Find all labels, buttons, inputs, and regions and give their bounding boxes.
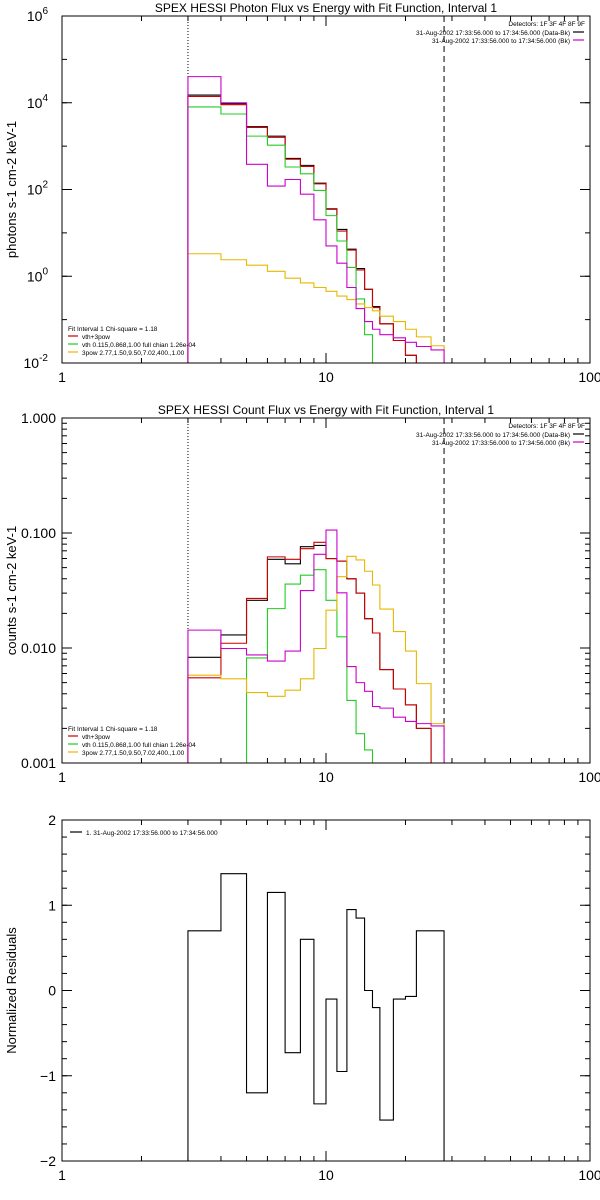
fit-legend-entry: vth+3pow <box>82 734 110 741</box>
legend-entry: 1. 31-Aug-2002 17:33:56.000 to 17:34:56.… <box>86 830 218 837</box>
y-tick-label: −2 <box>40 1153 56 1169</box>
x-tick-label: 10 <box>318 369 334 385</box>
y-tick-label: 10-2 <box>24 353 49 371</box>
series-vth <box>187 106 445 363</box>
x-tick-label: 10 <box>318 769 334 785</box>
series-fit <box>187 541 445 763</box>
x-tick-label: 100 <box>578 369 600 385</box>
x-tick-label: 1 <box>58 369 66 385</box>
fit-legend-entry: 3pow 2.77,1.50,9.50,7.02,400.,1.00 <box>82 750 185 757</box>
y-tick-label: 104 <box>27 93 49 111</box>
x-tick-label: 100 <box>578 1167 600 1183</box>
series-3pow <box>187 253 445 363</box>
y-tick-label: 106 <box>27 6 49 24</box>
y-tick-label: 0.001 <box>21 755 56 771</box>
y-tick-label: −1 <box>40 1068 56 1084</box>
legend-entry: 31-Aug-2002 17:33:56.000 to 17:34:56.000… <box>416 432 570 439</box>
y-tick-label: 0.100 <box>21 525 56 541</box>
y-axis-label: Normalized Residuals <box>4 927 19 1054</box>
y-tick-exponent: 4 <box>42 93 48 104</box>
y-tick-base: 10 <box>27 268 43 284</box>
plot-frame <box>61 819 591 1162</box>
y-tick-label: 1.000 <box>21 410 56 426</box>
series-1-31-aug-2002-17-33-56-000-to-17-34-56-000 <box>187 873 445 1161</box>
y-tick-label: 2 <box>48 812 56 828</box>
y-tick-label: 100 <box>27 266 49 284</box>
chart-title: SPEX HESSI Photon Flux vs Energy with Fi… <box>155 1 497 15</box>
chart-title: SPEX HESSI Count Flux vs Energy with Fit… <box>158 403 494 417</box>
plot-1: SPEX HESSI Photon Flux vs Energy with Fi… <box>4 1 600 385</box>
series-vth <box>187 569 445 763</box>
legend-header: Detectors: 1F 3F 4F 8F 9F <box>508 21 585 28</box>
legend-entry: 31-Aug-2002 17:33:56.000 to 17:34:56.000… <box>416 30 570 37</box>
series-3pow <box>187 555 445 763</box>
fit-legend-header: Fit Interval 1 Chi-square = 1.18 <box>68 326 158 333</box>
y-tick-exponent: 0 <box>42 266 48 277</box>
fit-legend-entry: vth+3pow <box>82 334 110 341</box>
y-tick-base: 10 <box>24 355 40 371</box>
series-bk <box>187 529 445 763</box>
y-tick-exponent: 2 <box>42 180 48 191</box>
y-axis-label: photons s-1 cm-2 keV-1 <box>4 121 19 258</box>
series-data <box>187 544 445 763</box>
y-axis-label: counts s-1 cm-2 keV-1 <box>4 526 19 655</box>
plot-frame <box>61 15 591 364</box>
legend-entry: 31-Aug-2002 17:33:56.000 to 17:34:56.000… <box>432 440 570 447</box>
y-tick-exponent: 6 <box>42 6 48 17</box>
fit-legend-header: Fit Interval 1 Chi-square = 1.18 <box>68 726 158 733</box>
fit-legend-entry: vth 0.115,0.868,1.00 full chian 1.26e-04 <box>82 742 196 749</box>
y-tick-base: 10 <box>27 8 43 24</box>
y-tick-label: 102 <box>27 180 49 198</box>
fit-legend-entry: vth 0.115,0.868,1.00 full chian 1.26e-04 <box>82 342 196 349</box>
x-tick-label: 1 <box>58 1167 66 1183</box>
y-tick-label: 1 <box>48 897 56 913</box>
plot-3: Normalized Residuals 1 10 100 −2 −1 0 1 2 1. 31-A… <box>4 812 600 1183</box>
series-bk <box>187 76 445 363</box>
y-tick-base: 10 <box>27 182 43 198</box>
plot-2: SPEX HESSI Count Flux vs Energy with Fit… <box>4 403 600 785</box>
y-tick-exponent: -2 <box>39 353 48 364</box>
legend-entry: 31-Aug-2002 17:33:56.000 to 17:34:56.000… <box>432 38 570 45</box>
y-tick-base: 10 <box>27 95 43 111</box>
x-tick-label: 1 <box>58 769 66 785</box>
x-tick-label: 10 <box>318 1167 334 1183</box>
fit-legend-entry: 3pow 2.77,1.50,9.50,7.02,400.,1.00 <box>82 350 185 357</box>
legend-header: Detectors: 1F 3F 4F 8F 9F <box>508 423 585 430</box>
y-tick-label: 0 <box>48 983 56 999</box>
y-tick-label: 0.010 <box>21 640 56 656</box>
plot-frame <box>61 417 591 764</box>
x-tick-label: 100 <box>578 769 600 785</box>
